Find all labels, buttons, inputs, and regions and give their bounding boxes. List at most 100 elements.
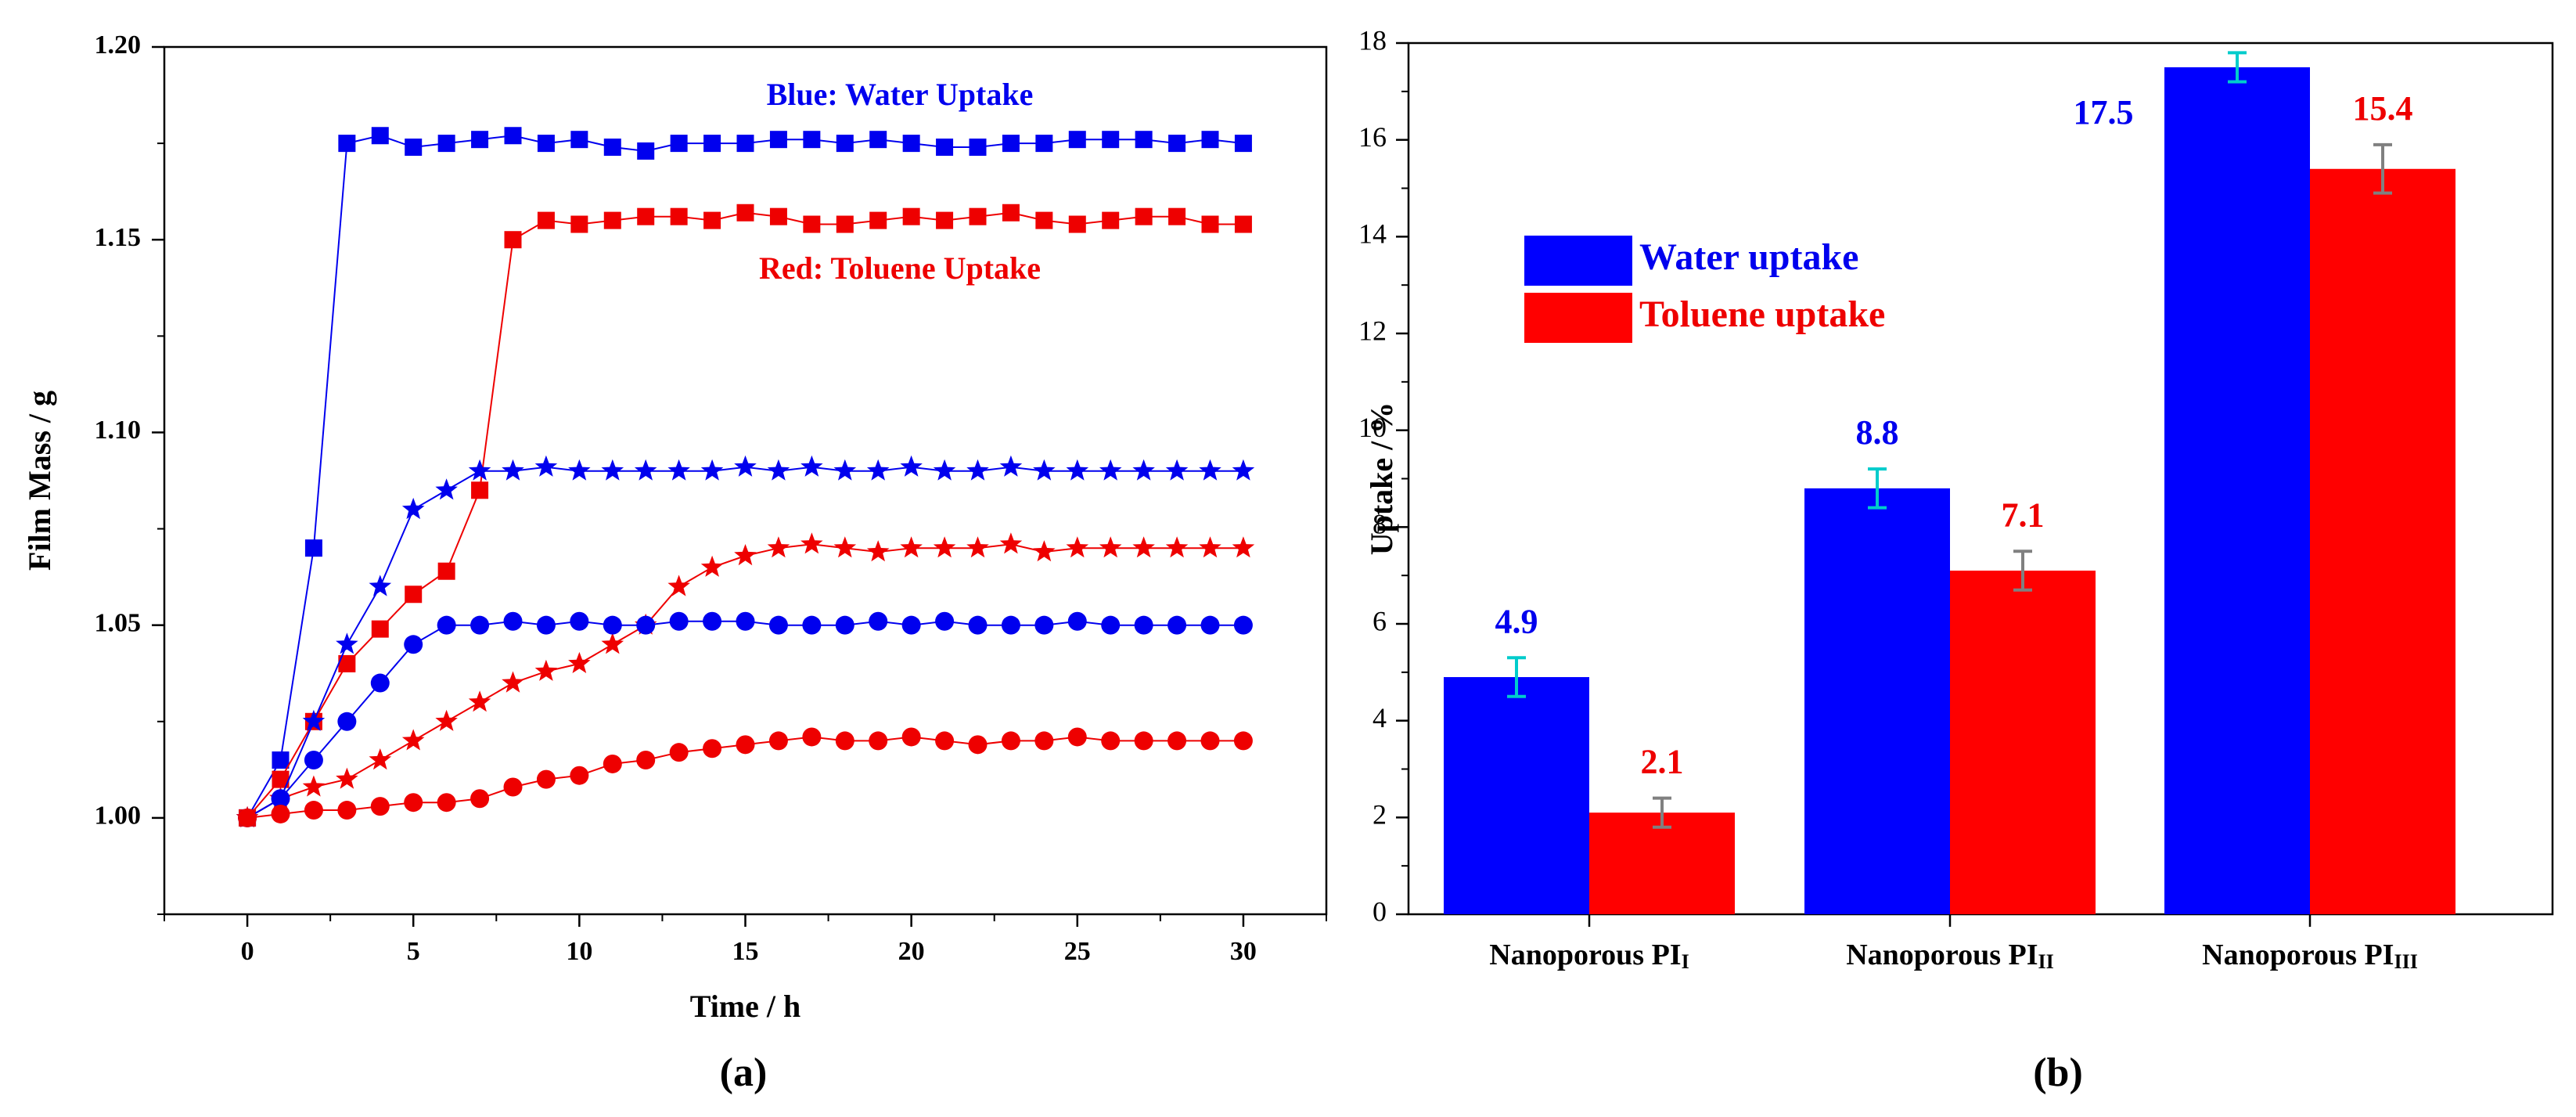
data-point [601, 459, 624, 481]
data-point [999, 532, 1023, 554]
data-point [1101, 731, 1121, 751]
data-point [969, 207, 987, 225]
data-point [1033, 459, 1056, 481]
data-point [1035, 211, 1053, 229]
bar [2164, 67, 2310, 915]
data-point [1002, 204, 1020, 222]
data-point [603, 754, 622, 773]
data-point [371, 127, 389, 145]
data-point [468, 459, 491, 481]
data-point [736, 135, 754, 153]
data-point [1132, 536, 1155, 558]
data-point [803, 131, 821, 149]
y-axis-label: Film Mass / g [22, 391, 57, 571]
data-point [769, 131, 787, 149]
data-point [1002, 135, 1020, 153]
data-point [404, 793, 423, 813]
data-point [966, 536, 989, 558]
x-tick-label: 15 [732, 937, 759, 966]
data-point [767, 536, 790, 558]
legend-label: Water uptake [1639, 236, 1858, 278]
annotation-toluene: Red: Toluene Uptake [759, 250, 1041, 286]
category-subscript: III [2394, 950, 2417, 973]
data-point [1233, 731, 1253, 751]
y-tick-label: 6 [1373, 605, 1387, 636]
data-point [1234, 215, 1252, 233]
data-point [634, 459, 657, 481]
data-point [1134, 615, 1153, 635]
data-point [570, 215, 588, 233]
data-point [437, 562, 455, 580]
data-point [1232, 536, 1255, 558]
data-label: 8.8 [1856, 413, 1899, 452]
data-point [833, 536, 857, 558]
data-point [1201, 215, 1219, 233]
data-label: 15.4 [2353, 89, 2413, 128]
data-point [437, 615, 456, 635]
data-point [304, 539, 322, 557]
data-point [966, 459, 989, 481]
legend-label: Toluene uptake [1639, 294, 1885, 335]
data-point [703, 211, 721, 229]
data-point [637, 142, 655, 160]
data-point [933, 536, 956, 558]
data-point [404, 635, 423, 654]
bar [1589, 813, 1735, 914]
data-point [272, 770, 290, 788]
data-point [337, 712, 357, 731]
data-point [369, 748, 392, 770]
data-point [835, 731, 854, 751]
data-point [1200, 731, 1220, 751]
data-point [502, 459, 524, 481]
category-name: Nanoporous PI [2202, 939, 2394, 971]
data-point [302, 709, 326, 731]
series-circle-toluene [238, 727, 1253, 827]
data-point [502, 671, 524, 693]
data-point [371, 620, 389, 638]
bar [2310, 168, 2455, 914]
data-point [537, 211, 555, 229]
data-point [302, 775, 326, 797]
data-point [1135, 207, 1153, 225]
data-point [636, 615, 656, 635]
x-tick-label: Nanoporous PIIII [2202, 939, 2418, 973]
data-point [401, 497, 425, 520]
line-chart-panel: 0 5 10 15 20 25 30 1.00 1.05 1.10 1.15 1.20 Time / h… [22, 31, 1328, 1095]
bar [1804, 488, 1950, 914]
data-point [435, 478, 458, 500]
data-point [700, 459, 724, 481]
data-point [1033, 540, 1056, 562]
data-point [901, 727, 921, 747]
data-point [1135, 131, 1153, 149]
data-point [534, 455, 558, 477]
data-point [570, 766, 589, 785]
data-point [603, 615, 622, 635]
data-point [1035, 135, 1053, 153]
data-point [1165, 536, 1189, 558]
y-axis-label: Uptake / % [1364, 402, 1399, 556]
bar [1950, 570, 2096, 914]
data-point [238, 808, 257, 827]
data-point [969, 139, 987, 157]
data-point [703, 135, 721, 153]
y-tick-label: 14 [1358, 218, 1387, 250]
data-point [866, 459, 890, 481]
data-point [669, 743, 689, 762]
bar [1444, 677, 1589, 914]
data-point [470, 789, 490, 809]
data-point [534, 659, 558, 681]
data-point [1199, 536, 1221, 558]
data-point [503, 611, 523, 631]
data-point [835, 615, 854, 635]
series-toluene: 2.1 7.1 15.4 [1589, 89, 2455, 914]
x-tick-label: Nanoporous PIII [1846, 939, 2054, 973]
x-tick-label: 10 [566, 937, 592, 966]
data-point [1101, 615, 1121, 635]
data-point [936, 139, 954, 157]
category-name: Nanoporous PI [1489, 939, 1681, 971]
data-point [900, 536, 923, 558]
data-point [734, 455, 757, 477]
data-point [304, 801, 323, 820]
